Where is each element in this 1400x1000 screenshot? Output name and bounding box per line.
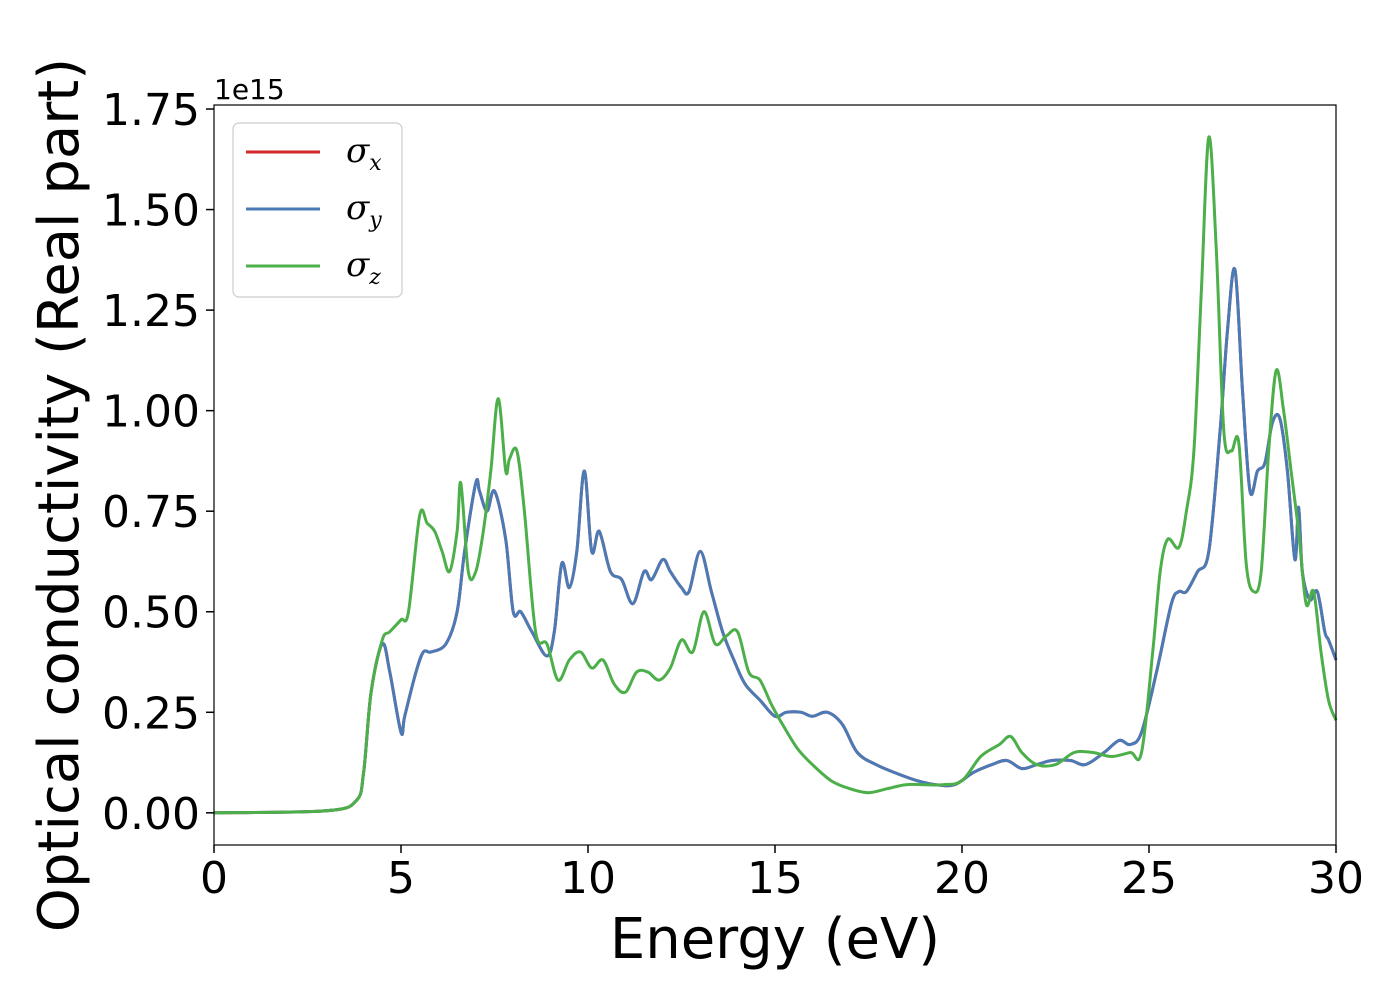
y-tick-label: 1.50 bbox=[102, 186, 200, 237]
y-tick-label: 0.25 bbox=[102, 688, 200, 739]
y-tick-label: 1.25 bbox=[102, 286, 200, 337]
x-tick-label: 0 bbox=[200, 853, 228, 904]
x-axis-label: Energy (eV) bbox=[610, 907, 940, 972]
y-tick-label: 0.00 bbox=[102, 789, 200, 840]
x-tick-label: 15 bbox=[747, 853, 803, 904]
y-tick-label: 1.75 bbox=[102, 85, 200, 136]
x-axis: 0 5 10 15 20 25 30 bbox=[200, 845, 1364, 904]
legend-label-x: σx bbox=[346, 131, 382, 176]
x-tick-label: 20 bbox=[934, 853, 990, 904]
y-offset-label: 1e15 bbox=[214, 73, 285, 106]
legend-label-z: σz bbox=[346, 245, 381, 290]
x-tick-label: 30 bbox=[1308, 853, 1364, 904]
series-line-y bbox=[213, 266, 1338, 815]
y-axis: 0.00 0.25 0.50 0.75 1.00 1.25 1.50 1.75 bbox=[102, 85, 214, 840]
plot-lines bbox=[213, 135, 1338, 815]
y-axis-label: Optical conductivity (Real part) bbox=[27, 58, 92, 932]
y-tick-label: 0.50 bbox=[102, 588, 200, 639]
x-tick-label: 25 bbox=[1121, 853, 1177, 904]
x-tick-label: 10 bbox=[560, 853, 616, 904]
y-tick-label: 1.00 bbox=[102, 387, 200, 438]
series-line-z bbox=[213, 135, 1338, 815]
legend-label-y: σy bbox=[346, 188, 382, 233]
legend: σx σy σz bbox=[232, 122, 403, 298]
x-tick-label: 5 bbox=[387, 853, 415, 904]
y-tick-label: 0.75 bbox=[102, 487, 200, 538]
